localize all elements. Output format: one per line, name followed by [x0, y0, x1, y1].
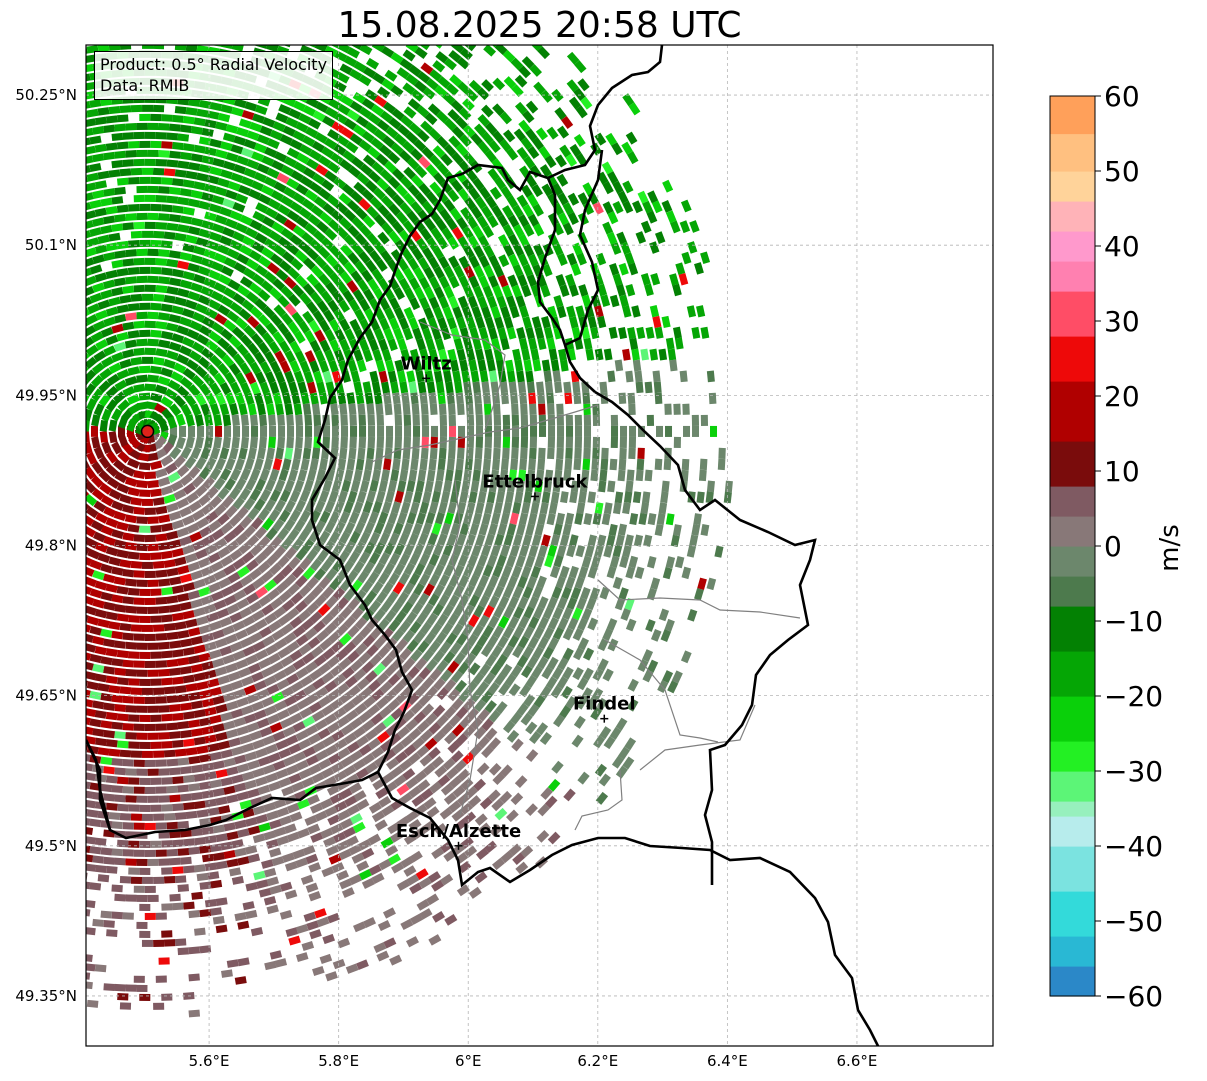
city-marker: Esch/Alzette: [396, 821, 521, 850]
colorbar-tick-label: 20: [1104, 380, 1140, 413]
national-border-belgium-luxembourg: [86, 163, 596, 840]
x-tick-label: 5.6°E: [189, 1052, 230, 1070]
colorbar-segment: [1050, 891, 1095, 937]
y-tick-label: 49.5°N: [25, 837, 77, 855]
colorbar-unit-label: m/s: [1155, 524, 1185, 572]
map-area: Wiltz Ettelbruck Findel Esch/Alzette: [86, 45, 993, 1046]
colorbar-segment: [1050, 231, 1095, 262]
colorbar-segment: [1050, 291, 1095, 337]
colorbar-segment: [1050, 576, 1095, 607]
colorbar-segment: [1050, 741, 1095, 772]
colorbar-tick-label: −40: [1104, 830, 1163, 863]
city-label: Wiltz: [400, 353, 451, 374]
colorbar-tick-label: 50: [1104, 155, 1140, 188]
data-source-label: Data: RMIB: [100, 76, 190, 95]
y-tick-label: 49.35°N: [15, 987, 77, 1005]
colorbar-tick-label: 40: [1104, 230, 1140, 263]
city-marker: Ettelbruck: [482, 471, 589, 501]
colorbar-segment: [1050, 336, 1095, 382]
map-title: 15.08.2025 20:58 UTC: [337, 5, 742, 46]
colorbar-segment: [1050, 441, 1095, 487]
colorbar-tick-label: −10: [1104, 605, 1163, 638]
radar-site-marker: [140, 424, 155, 439]
colorbar-segment: [1050, 171, 1095, 202]
city-markers: Wiltz Ettelbruck Findel Esch/Alzette: [396, 353, 636, 850]
colorbar-segment: [1050, 261, 1095, 292]
product-label: Product: 0.5° Radial Velocity: [100, 55, 328, 74]
colorbar-segment: [1050, 966, 1095, 997]
city-marker: Findel: [573, 694, 636, 723]
colorbar-tick-label: 30: [1104, 305, 1140, 338]
colorbar-segment: [1050, 606, 1095, 652]
radar-site: [140, 424, 155, 439]
y-tick-label: 49.95°N: [15, 386, 77, 404]
city-label: Findel: [573, 694, 636, 715]
colorbar-tick-label: 60: [1104, 80, 1140, 113]
city-marker: Wiltz: [400, 353, 452, 383]
colorbar-tick-label: −50: [1104, 905, 1163, 938]
colorbar-segment: [1050, 771, 1095, 802]
colorbar-segment: [1050, 516, 1095, 547]
y-tick-label: 50.1°N: [25, 236, 77, 254]
x-tick-label: 6°E: [455, 1052, 482, 1070]
colorbar-segment: [1050, 936, 1095, 967]
colorbar-segment: [1050, 486, 1095, 517]
colorbar-segment: [1050, 816, 1095, 847]
colorbar-segment: [1050, 201, 1095, 232]
colorbar: 60 50 40 30 20 10 0 −10 −20 −30 −40 −50 −60: [1049, 80, 1163, 1013]
colorbar-segment: [1050, 546, 1095, 577]
colorbar-segment: [1050, 381, 1095, 442]
cantonal-border: [371, 321, 801, 831]
colorbar-tick-label: 0: [1104, 530, 1122, 563]
info-box: Product: 0.5° Radial Velocity Data: RMIB: [94, 51, 334, 100]
national-border-germany-belgium: [547, 45, 664, 347]
map-frame: [85, 44, 994, 1047]
y-tick-label: 49.8°N: [25, 537, 77, 555]
x-axis-ticks: 5.6°E 5.8°E 6°E 6.2°E 6.4°E 6.6°E: [189, 1052, 878, 1070]
colorbar-tick-label: −20: [1104, 680, 1163, 713]
x-tick-label: 6.6°E: [837, 1052, 878, 1070]
x-tick-label: 5.8°E: [318, 1052, 359, 1070]
colorbar-segment: [1050, 96, 1095, 135]
colorbar-segment: [1050, 846, 1095, 892]
borders: [86, 45, 880, 1046]
colorbar-tick-label: −30: [1104, 755, 1163, 788]
x-tick-label: 6.2°E: [577, 1052, 618, 1070]
y-tick-label: 50.25°N: [15, 86, 77, 104]
city-label: Esch/Alzette: [396, 821, 521, 842]
city-label: Ettelbruck: [482, 471, 588, 492]
national-border-belgium-france: [86, 739, 112, 831]
colorbar-tick-label: 10: [1104, 455, 1140, 488]
colorbar-segment: [1050, 696, 1095, 742]
colorbar-segment: [1050, 651, 1095, 697]
colorbar-tick-label: −60: [1104, 980, 1163, 1013]
national-border-france-luxembourg: [376, 771, 880, 1046]
colorbar-segment: [1050, 801, 1095, 817]
x-tick-label: 6.4°E: [707, 1052, 748, 1070]
y-axis-ticks: 50.25°N 50.1°N 49.95°N 49.8°N 49.65°N 49.5°N 4…: [15, 86, 77, 1005]
colorbar-segment: [1050, 133, 1095, 172]
national-border-germany-luxembourg: [594, 390, 817, 885]
y-tick-label: 49.65°N: [15, 687, 77, 705]
